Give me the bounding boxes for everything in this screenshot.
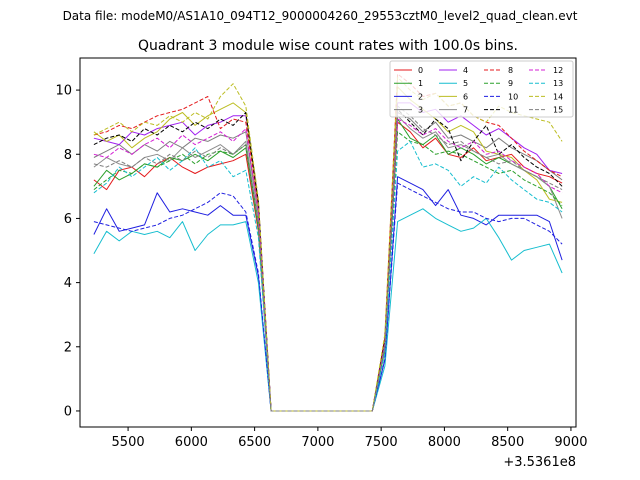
legend-label-3: 3	[418, 106, 423, 115]
x-tick-label: 8500	[491, 435, 524, 450]
y-axis: 0 2 4 6 8 10	[55, 84, 80, 419]
y-tick-label: 6	[64, 212, 72, 227]
legend-label-5: 5	[463, 79, 468, 88]
y-tick-label: 2	[64, 340, 72, 355]
legend-label-2: 2	[418, 92, 423, 101]
legend-frame	[389, 60, 574, 118]
legend-label-12: 12	[553, 66, 563, 75]
legend-label-13: 13	[553, 79, 563, 88]
plot-area: 5500 6000 6500 7000 7500 8000 8500 9000 0246810…	[55, 57, 587, 470]
series-line-12	[93, 118, 563, 412]
plot-frame	[79, 57, 577, 428]
x-tick-label: 7500	[365, 435, 398, 450]
figure-suptitle: Data file: modeM0/AS1A10_094T12_90000042…	[63, 9, 578, 23]
series-layer	[93, 73, 563, 412]
x-tick-label: 6500	[238, 435, 271, 450]
series-line-11	[93, 108, 563, 412]
x-tick-label: 6000	[175, 435, 208, 450]
legend-label-8: 8	[508, 66, 513, 75]
legend-label-1: 1	[418, 79, 423, 88]
chart-title: Quadrant 3 module wise count rates with …	[138, 38, 518, 54]
y-tick-label: 8	[64, 148, 72, 163]
y-tick-label: 4	[64, 276, 72, 291]
legend-label-11: 11	[508, 106, 518, 115]
legend-label-4: 4	[463, 66, 468, 75]
series-line-14	[93, 76, 563, 412]
y-tick-label: 10	[55, 84, 72, 99]
legend-label-7: 7	[463, 106, 468, 115]
legend-label-0: 0	[418, 66, 423, 75]
legend-label-15: 15	[553, 106, 563, 115]
x-tick-label: 8000	[428, 435, 461, 450]
x-tick-label: 9000	[554, 435, 587, 450]
legend-label-14: 14	[553, 92, 563, 101]
legend-label-10: 10	[508, 92, 518, 101]
x-tick-label: 7000	[301, 435, 334, 450]
x-offset-label: +3.5361e8	[503, 455, 576, 470]
legend-label-9: 9	[508, 79, 513, 88]
x-axis: 5500 6000 6500 7000 7500 8000 8500 9000	[112, 427, 587, 450]
y-tick-label: 0	[64, 404, 72, 419]
legend-label-6: 6	[463, 92, 468, 101]
x-tick-label: 5500	[112, 435, 145, 450]
